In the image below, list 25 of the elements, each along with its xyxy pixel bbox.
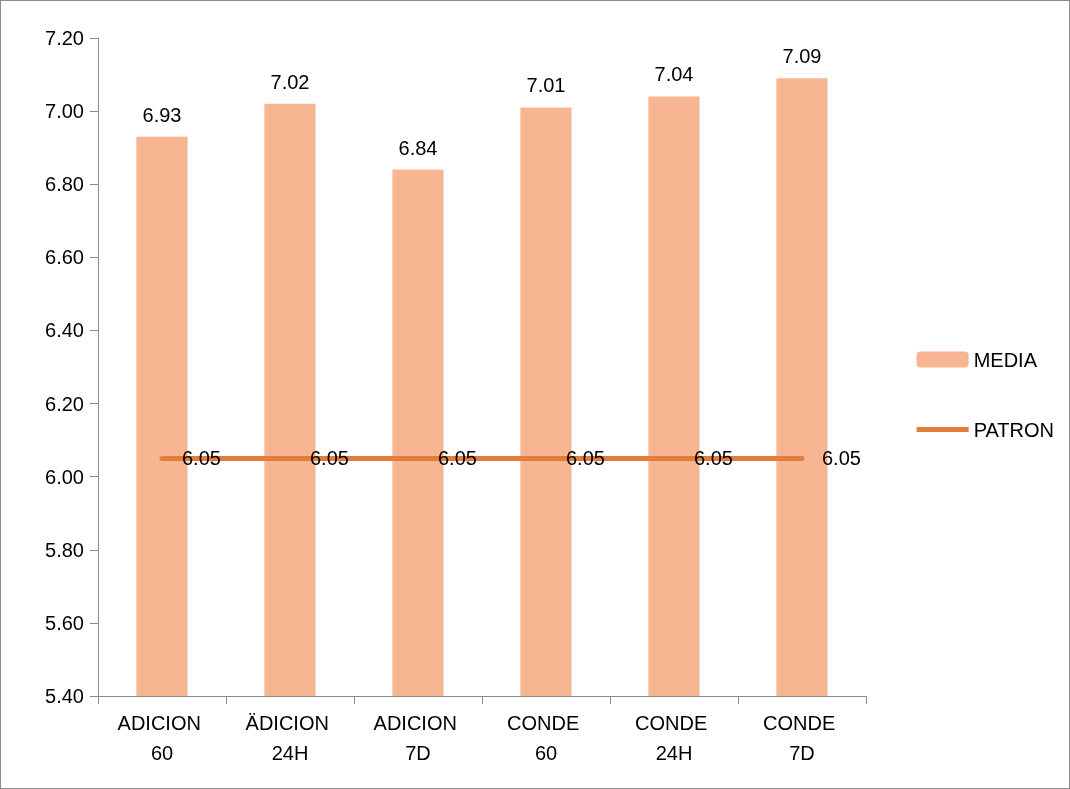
data-label: 6.05 xyxy=(822,447,861,470)
data-label: 6.84 xyxy=(398,136,438,159)
y-tick-label: 6.20 xyxy=(45,392,84,415)
x-tick-label: ADICION 7D xyxy=(373,712,463,764)
legend-label: PATRON xyxy=(973,418,1054,441)
x-tick-label: ADICION 60 xyxy=(117,712,207,764)
y-tick-label: 6.40 xyxy=(45,319,84,342)
y-tick-label: 6.60 xyxy=(45,246,84,269)
legend-label: MEDIA xyxy=(973,348,1038,371)
data-label: 7.02 xyxy=(270,70,310,93)
data-label: 7.09 xyxy=(782,45,822,68)
data-label: 6.93 xyxy=(142,103,182,126)
data-label: 7.01 xyxy=(526,74,566,97)
y-tick-label: 7.20 xyxy=(45,27,84,49)
y-tick-label: 6.00 xyxy=(45,465,84,488)
x-tick-label: ÄDICION 24H xyxy=(245,712,335,764)
x-tick-label: CONDE 60 xyxy=(507,712,585,764)
y-tick-label: 5.80 xyxy=(45,538,84,561)
x-tick-label: CONDE 24H xyxy=(635,712,713,764)
x-tick-label: CONDE 7D xyxy=(763,712,841,764)
y-tick-label: 7.00 xyxy=(45,100,84,123)
y-tick-label: 5.60 xyxy=(45,611,84,634)
y-tick-label: 6.80 xyxy=(45,173,84,196)
y-tick-label: 5.40 xyxy=(45,685,84,707)
data-label: 7.04 xyxy=(654,63,694,86)
